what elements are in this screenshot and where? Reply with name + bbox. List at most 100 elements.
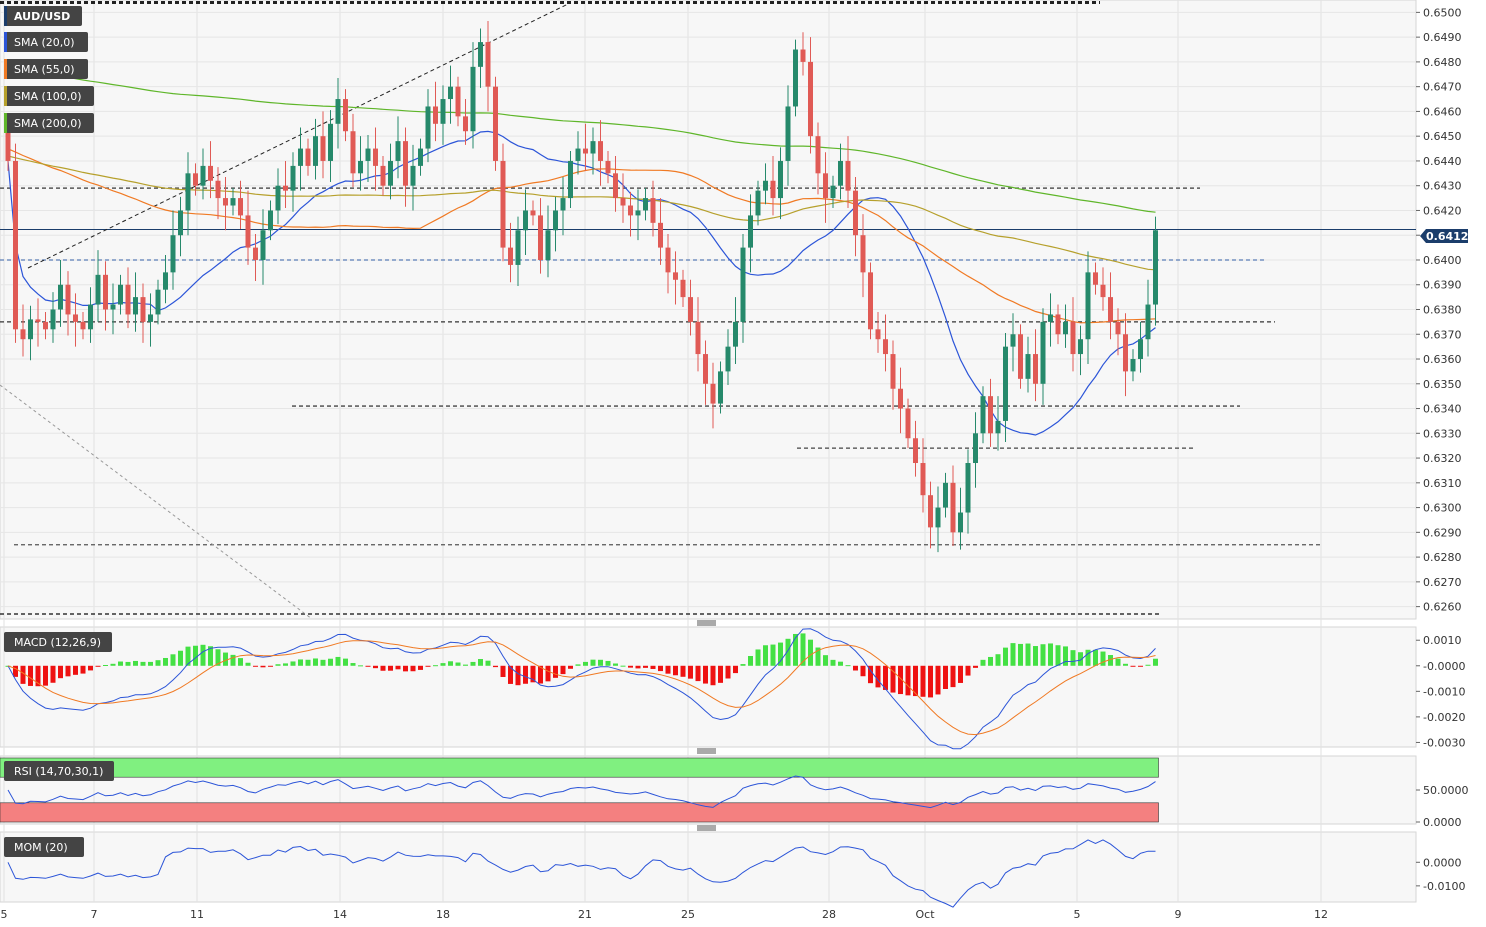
candle-body (1063, 321, 1068, 335)
macd-histogram-bar (770, 644, 776, 666)
candle-body (883, 339, 888, 355)
y-tick-label: 0.0000 (1423, 856, 1462, 869)
macd-histogram-bar (710, 665, 716, 686)
macd-histogram-bar (875, 665, 881, 688)
panel-resize-handle[interactable] (697, 620, 716, 626)
macd-histogram-bar (763, 645, 768, 666)
candle-body (200, 165, 206, 186)
macd-histogram-bar (298, 659, 303, 666)
candle-body (515, 230, 521, 265)
candle-body (718, 371, 723, 404)
y-tick-label: 0.6420 (1423, 204, 1462, 217)
candle-body (920, 463, 926, 496)
candle-body (830, 185, 836, 199)
legend[interactable]: AUD/USD SMA (20,0) SMA (55,0) SMA (100,0… (4, 6, 114, 857)
macd-histogram-bar (1070, 650, 1076, 666)
y-tick-label: 0.6430 (1423, 180, 1462, 193)
macd-histogram-bar (748, 655, 753, 666)
candle-body (523, 210, 528, 231)
macd-histogram-bar (695, 665, 701, 682)
sma-100-label[interactable]: SMA (100,0) (4, 86, 94, 106)
candle-body (710, 383, 716, 404)
svg-text:SMA (55,0): SMA (55,0) (14, 63, 75, 76)
x-tick-label: 21 (578, 908, 592, 921)
candle-body (313, 136, 318, 166)
y-tick-label: 0.6380 (1423, 304, 1462, 317)
macd-histogram-bar (335, 656, 341, 666)
macd-histogram-bar (800, 633, 806, 666)
macd-histogram-bar (365, 665, 371, 667)
candle-body (1085, 272, 1091, 340)
candle-body (260, 230, 266, 260)
y-tick-label: 0.6320 (1423, 452, 1462, 465)
macd-histogram-bar (125, 661, 131, 666)
macd-histogram-bar (350, 663, 356, 666)
panel-resize-handle[interactable] (697, 748, 716, 754)
macd-histogram-bar (485, 660, 491, 666)
candle-body (50, 309, 56, 330)
macd-histogram-bar (253, 665, 258, 667)
candle-body (575, 148, 581, 161)
macd-histogram-bar (283, 663, 288, 666)
macd-histogram-bar (35, 665, 41, 687)
macd-histogram-bar (395, 665, 401, 670)
panel-resize-handle[interactable] (697, 825, 716, 831)
candle-body (118, 284, 123, 305)
candle-body (650, 198, 656, 223)
macd-line (7, 628, 1156, 750)
macd-histogram-bar (455, 662, 461, 666)
candle-body (613, 173, 618, 199)
symbol-label[interactable]: AUD/USD (4, 6, 82, 26)
macd-histogram-bar (500, 665, 506, 677)
candle-body (1033, 354, 1038, 384)
macd-histogram-bar (928, 665, 933, 698)
rsi-label[interactable]: RSI (14,70,30,1) (4, 761, 114, 781)
candle-body (748, 215, 753, 248)
candle-body (1010, 334, 1016, 347)
macd-histogram-bar (50, 665, 56, 683)
macd-histogram-bar (598, 659, 603, 666)
y-tick-label: 0.6360 (1423, 353, 1462, 366)
macd-histogram-bar (973, 665, 978, 668)
macd-histogram-bar (28, 665, 33, 686)
candle-body (943, 482, 948, 508)
sma-200-label[interactable]: SMA (200,0) (4, 113, 94, 133)
sma-20-label[interactable]: SMA (20,0) (4, 32, 88, 52)
macd-histogram-bar (80, 665, 86, 674)
candle-body (1145, 304, 1151, 340)
candle-body (838, 160, 843, 186)
sma-55-line (7, 148, 1156, 324)
candle-body (343, 99, 348, 132)
macd-histogram-bar (1033, 646, 1038, 666)
candle-body (875, 329, 881, 340)
sma-55-label[interactable]: SMA (55,0) (4, 59, 88, 79)
macd-histogram-bar (13, 665, 18, 677)
macd-histogram-bar (733, 665, 738, 674)
macd-histogram-bar (1138, 665, 1143, 667)
candle-body (703, 354, 708, 384)
macd-histogram-bar (1018, 643, 1023, 666)
macd-histogram-bar (95, 665, 101, 667)
candle-body (1025, 354, 1031, 379)
candle-body (695, 321, 701, 355)
y-tick-label: 0.6280 (1423, 551, 1462, 564)
candle-body (410, 165, 416, 186)
x-tick-label: 12 (1314, 908, 1328, 921)
candle-body (133, 297, 138, 315)
macd-label[interactable]: MACD (12,26,9) (4, 632, 112, 652)
mom-label[interactable]: MOM (20) (4, 837, 84, 857)
macd-histogram-bar (88, 665, 93, 671)
candle-body (583, 148, 588, 154)
svg-text:MOM (20): MOM (20) (14, 841, 68, 854)
y-tick-label: 0.6340 (1423, 403, 1462, 416)
macd-histogram-bar (605, 660, 611, 666)
macd-histogram-bar (133, 660, 138, 666)
candle-body (65, 284, 71, 315)
candle-body (463, 116, 468, 132)
candle-body (560, 198, 566, 211)
candle-body (1093, 272, 1098, 285)
macd-histogram-bar (673, 665, 678, 676)
macd-histogram-bar (515, 665, 521, 686)
candle-body (380, 165, 386, 186)
